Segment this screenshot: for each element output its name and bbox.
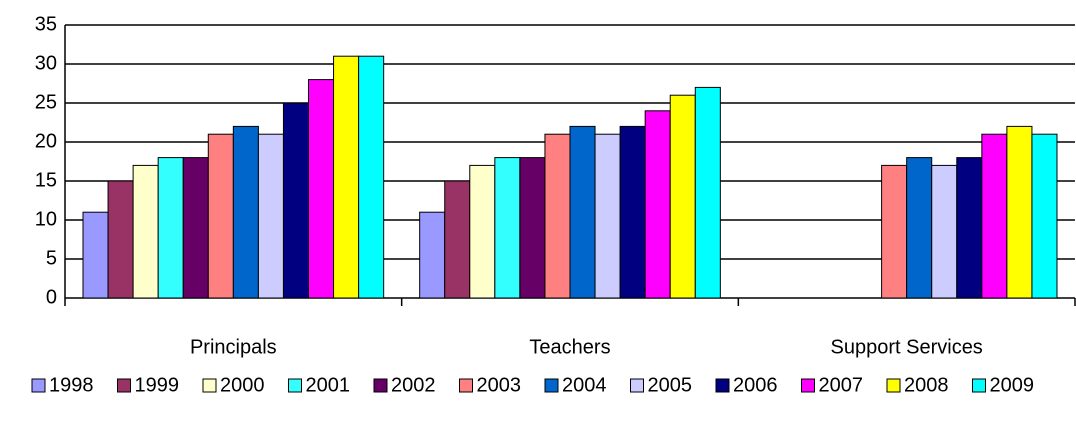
bar [333,55,360,299]
legend-swatch [117,378,131,393]
bar [232,125,259,299]
bar [694,86,721,299]
bar [906,157,933,299]
bar [82,211,109,299]
legend-swatch [459,378,473,393]
bar [494,157,521,299]
x-tick-label: Principals [190,336,277,358]
bar [282,102,310,299]
y-tick-label: 30 [35,52,57,74]
legend-label: 2004 [562,374,607,396]
bar [469,164,496,299]
bar [1006,125,1033,299]
legend-swatch [202,378,217,393]
bar [881,164,908,299]
bar [107,180,134,299]
bar [207,133,234,299]
y-tick-label: 5 [46,247,57,269]
y-tick-label: 15 [35,169,57,191]
bar [644,110,671,299]
legend-swatch [31,378,46,393]
bar [594,133,621,299]
bar [157,157,184,299]
legend-swatch [801,378,815,393]
bar [132,164,159,299]
bar [358,55,385,299]
legend-swatch [972,378,986,393]
bar [619,125,646,299]
legend-label: 2003 [477,374,522,396]
bar [1031,133,1058,299]
y-tick-label: 35 [35,13,57,35]
legend-swatch [288,378,302,393]
y-tick-label: 20 [35,130,57,152]
y-tick-label: 10 [35,208,57,230]
bar [444,180,471,299]
legend-swatch [544,378,559,393]
legend-label: 2008 [904,374,949,396]
bar [419,211,446,299]
legend-label: 2005 [648,374,693,396]
legend-label: 1998 [49,374,94,396]
legend-label: 2006 [733,374,778,396]
bar [931,164,958,299]
y-tick-label: 0 [46,286,57,308]
y-tick-label: 25 [35,91,57,113]
legend-label: 2000 [220,374,265,396]
bar [669,94,696,299]
legend-label: 1999 [135,374,180,396]
legend-label: 2009 [990,374,1035,396]
legend-label: 2001 [306,374,351,396]
bar [569,125,596,299]
x-tick-label: Teachers [529,336,610,358]
bar [182,157,209,299]
bar [544,133,571,299]
bar [519,157,546,299]
bar [257,133,284,299]
legend-swatch [630,378,644,393]
bar [956,157,983,299]
legend-swatch [373,378,388,393]
legend-label: 2007 [819,374,864,396]
legend-swatch [715,378,730,393]
x-tick-label: Support Services [831,336,983,358]
bar [308,79,335,299]
legend-swatch [886,378,901,393]
bar [981,133,1008,299]
legend-label: 2002 [391,374,436,396]
